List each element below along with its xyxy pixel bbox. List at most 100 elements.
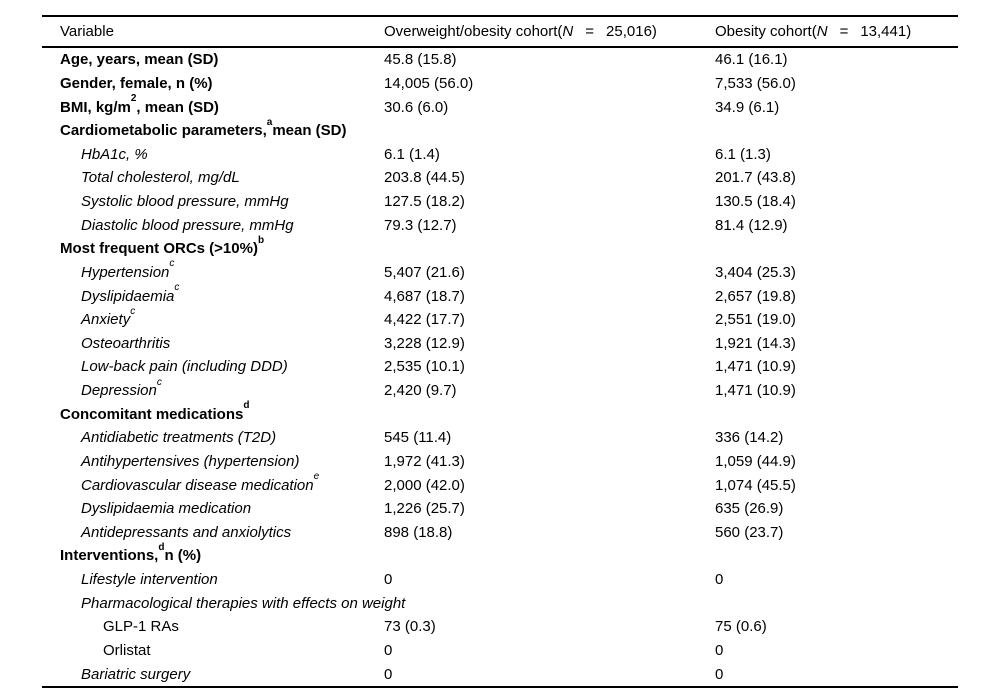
row-label-text: Depression	[81, 382, 157, 400]
row-label-text: Dyslipidaemia medication	[81, 500, 252, 518]
row-label-text: Antidepressants and anxiolytics	[81, 523, 292, 541]
row-label: Diastolic blood pressure, mmHg	[42, 217, 384, 234]
table-row: Most frequent ORCs (>10%)b	[42, 235, 958, 261]
footnote-marker: 2	[130, 93, 137, 105]
row-label-text: Cardiovascular disease medication	[81, 476, 314, 494]
row-value-overweight-cohort: 2,420 (9.7)	[384, 382, 457, 400]
row-value-overweight-cohort: 0	[384, 571, 393, 589]
row-value-obesity-cohort: 81.4 (12.9)	[715, 216, 788, 234]
row-label: Bariatric surgery	[42, 666, 384, 683]
row-value-obesity-cohort: 2,551 (19.0)	[715, 311, 796, 329]
row-label: Lifestyle intervention	[42, 571, 384, 588]
row-label: Most frequent ORCs (>10%)b	[42, 235, 384, 258]
row-value-overweight-cohort: 1,972 (41.3)	[384, 452, 465, 470]
row-value-overweight-cohort: 0	[384, 665, 393, 683]
table-header-rule	[42, 46, 958, 48]
row-label-text: Gender, female, n (%)	[60, 74, 213, 92]
row-value-obesity-cohort: 0	[715, 641, 724, 659]
table-row: Dyslipidaemia medication 1,226 (25.7) 635 …	[42, 497, 958, 521]
table-row: Lifestyle intervention 0 0	[42, 568, 958, 592]
row-label-text: Dyslipidaemia	[81, 287, 175, 305]
row-label-text: Osteoarthritis	[81, 334, 171, 352]
row-label-text: Antidiabetic treatments (T2D)	[81, 429, 277, 447]
table-row: Gender, female, n (%) 14,005 (56.0) 7,533 …	[42, 72, 958, 96]
row-value-overweight-cohort: 1,226 (25.7)	[384, 500, 465, 518]
table-row: Interventions,dn (%)	[42, 541, 958, 568]
header-col3-n-symbol: N	[816, 23, 828, 40]
row-label: Low-back pain (including DDD)	[42, 358, 384, 375]
table-row: Hypertensionc 5,407 (21.6) 3,404 (25.3)	[42, 259, 958, 285]
table-bottom-rule	[42, 685, 958, 688]
table-row: Depressionc 2,420 (9.7) 1,471 (10.9)	[42, 377, 958, 403]
row-label-text: , mean (SD)	[136, 98, 219, 116]
table-row: Low-back pain (including DDD) 2,535 (10.1…	[42, 355, 958, 379]
row-value-obesity-cohort: 34.9 (6.1)	[715, 98, 780, 116]
row-value-obesity-cohort: 1,471 (10.9)	[715, 358, 796, 376]
baseline-characteristics-table: Variable Overweight/obesity cohort(N = 25,…	[42, 15, 958, 688]
row-value-obesity-cohort: 560 (23.7)	[715, 523, 784, 541]
row-label: Hypertensionc	[42, 259, 384, 281]
row-label: Cardiovascular disease medicatione	[42, 472, 384, 494]
row-value-overweight-cohort: 79.3 (12.7)	[384, 216, 457, 234]
footnote-marker: e	[313, 471, 320, 483]
row-value-obesity-cohort: 46.1 (16.1)	[715, 51, 788, 69]
row-value-obesity-cohort: 6.1 (1.3)	[715, 145, 771, 163]
row-label-text: Interventions,	[60, 547, 159, 565]
row-value-overweight-cohort: 3,228 (12.9)	[384, 334, 465, 352]
row-value-obesity-cohort: 2,657 (19.8)	[715, 287, 796, 305]
table-row: Orlistat 0 0	[42, 639, 958, 663]
row-label-text: Cardiometabolic parameters,	[60, 122, 267, 140]
table-row: Pharmacological therapies with effects o…	[42, 591, 958, 615]
row-label-text: Total cholesterol, mg/dL	[81, 169, 240, 187]
row-label: BMI, kg/m2, mean (SD)	[42, 94, 384, 116]
header-overweight-cohort: Overweight/obesity cohort(N = 25,016)	[384, 23, 715, 40]
table-body: Age, years, mean (SD) 45.8 (15.8) 46.1 (16…	[42, 48, 958, 686]
row-value-overweight-cohort: 127.5 (18.2)	[384, 193, 465, 211]
row-value-overweight-cohort: 4,687 (18.7)	[384, 287, 465, 305]
row-label-text: BMI, kg/m	[60, 98, 131, 116]
row-label: Antidiabetic treatments (T2D)	[42, 429, 384, 446]
row-label-text: n (%)	[164, 547, 202, 565]
table-row: Dyslipidaemiac 4,687 (18.7) 2,657 (19.8)	[42, 282, 958, 308]
header-col2-n-symbol: N	[562, 23, 574, 40]
row-value-obesity-cohort: 0	[715, 571, 724, 589]
row-label: Total cholesterol, mg/dL	[42, 169, 384, 186]
row-label: Orlistat	[42, 642, 384, 659]
row-label: Pharmacological therapies with effects o…	[42, 595, 405, 612]
row-value-overweight-cohort: 14,005 (56.0)	[384, 74, 474, 92]
row-label-text: Age, years, mean (SD)	[60, 51, 219, 69]
row-value-obesity-cohort: 201.7 (43.8)	[715, 169, 796, 187]
table-row: BMI, kg/m2, mean (SD) 30.6 (6.0) 34.9 (6.1…	[42, 94, 958, 119]
row-label: Gender, female, n (%)	[42, 75, 384, 92]
row-value-overweight-cohort: 2,535 (10.1)	[384, 358, 465, 376]
table-row: Cardiovascular disease medicatione 2,000 …	[42, 472, 958, 497]
footnote-marker: c	[174, 282, 180, 294]
footnote-marker: b	[257, 234, 265, 246]
row-value-overweight-cohort: 898 (18.8)	[384, 523, 453, 541]
row-value-overweight-cohort: 73 (0.3)	[384, 618, 436, 636]
header-col3-count: 13,441)	[860, 23, 912, 40]
row-label-text: HbA1c, %	[81, 145, 148, 163]
footnote-marker: d	[243, 400, 250, 412]
header-col2-equals: =	[585, 23, 595, 40]
header-variable-label: Variable	[60, 23, 114, 40]
row-value-overweight-cohort: 2,000 (42.0)	[384, 476, 465, 494]
row-value-obesity-cohort: 1,471 (10.9)	[715, 382, 796, 400]
table-row: Osteoarthritis 3,228 (12.9) 1,921 (14.3)	[42, 332, 958, 356]
row-label: Depressionc	[42, 377, 384, 400]
row-label-text: GLP-1 RAs	[103, 618, 179, 636]
footnote-marker: c	[169, 258, 175, 270]
row-value-overweight-cohort: 30.6 (6.0)	[384, 98, 449, 116]
row-label-text: Systolic blood pressure, mmHg	[81, 193, 289, 211]
row-value-obesity-cohort: 75 (0.6)	[715, 618, 767, 636]
row-label-text: Most frequent ORCs (>10%)	[60, 240, 258, 258]
row-value-obesity-cohort: 1,059 (44.9)	[715, 452, 796, 470]
row-label: Dyslipidaemia medication	[42, 500, 384, 517]
header-col3-equals: =	[839, 23, 849, 40]
header-col2-count: 25,016)	[606, 23, 657, 40]
row-label: Systolic blood pressure, mmHg	[42, 193, 384, 210]
row-label-text: mean (SD)	[272, 122, 347, 140]
footnote-marker: d	[158, 541, 165, 553]
row-value-obesity-cohort: 3,404 (25.3)	[715, 263, 796, 281]
